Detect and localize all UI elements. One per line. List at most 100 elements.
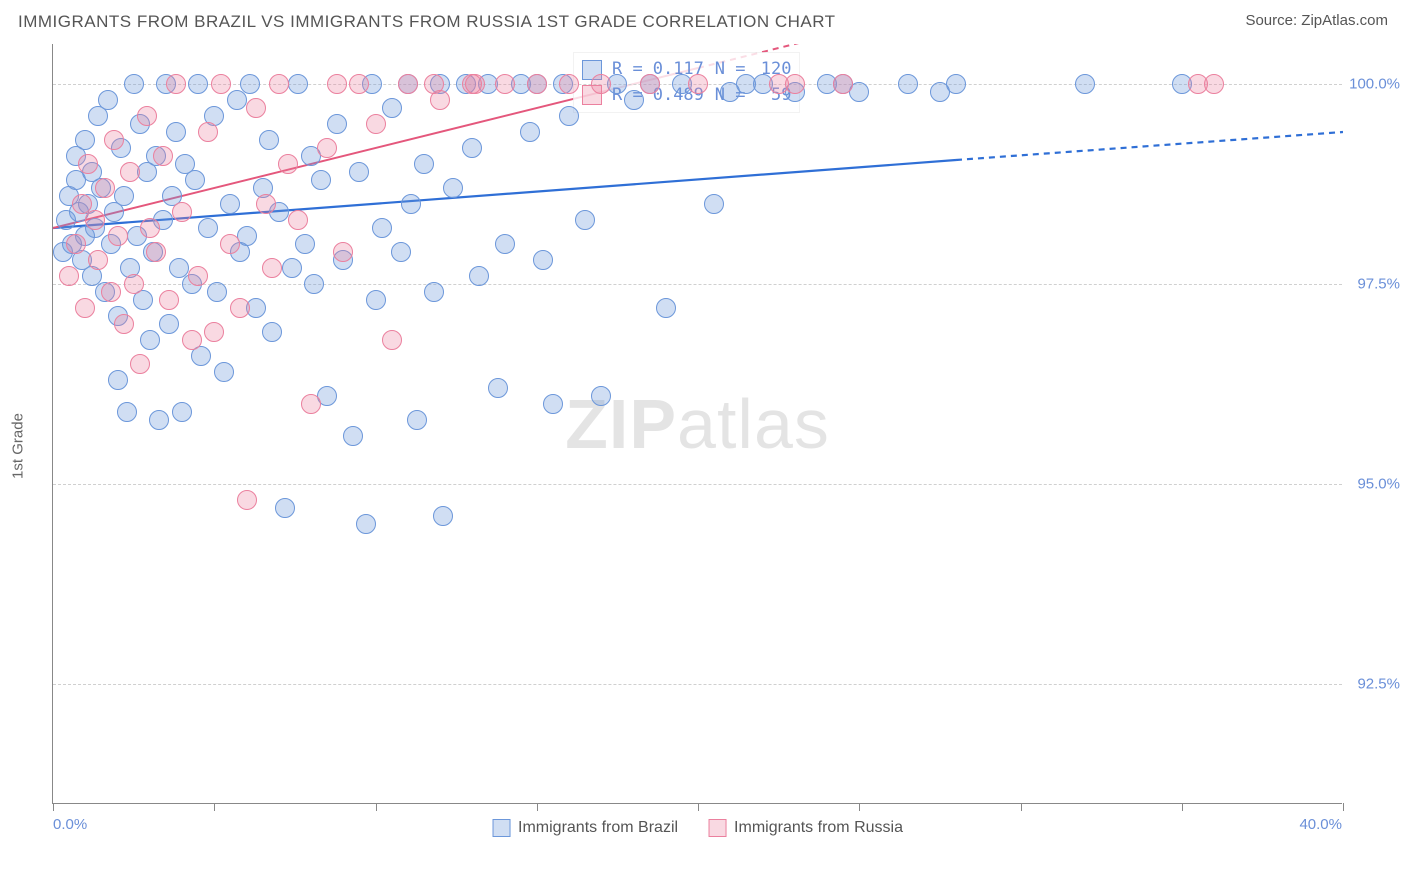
watermark-light: atlas	[677, 385, 830, 463]
data-point	[88, 250, 108, 270]
data-point	[688, 74, 708, 94]
data-point	[85, 210, 105, 230]
x-axis-max-label: 40.0%	[1299, 816, 1342, 833]
data-point	[366, 114, 386, 134]
data-point	[262, 258, 282, 278]
watermark-bold: ZIP	[565, 385, 677, 463]
data-point	[198, 122, 218, 142]
data-point	[240, 74, 260, 94]
chart-area: ZIPatlas R = 0.117N = 120R = 0.489N = 59…	[52, 44, 1342, 804]
y-tick-label: 97.5%	[1357, 276, 1400, 293]
data-point	[237, 490, 257, 510]
data-point	[304, 274, 324, 294]
y-axis-label: 1st Grade	[10, 413, 27, 479]
data-point	[311, 170, 331, 190]
data-point	[269, 74, 289, 94]
data-point	[124, 274, 144, 294]
gridline	[53, 684, 1342, 685]
data-point	[391, 242, 411, 262]
data-point	[414, 154, 434, 174]
data-point	[295, 234, 315, 254]
x-tick	[1182, 803, 1183, 811]
x-tick	[859, 803, 860, 811]
data-point	[114, 186, 134, 206]
data-point	[75, 298, 95, 318]
series-name: Immigrants from Russia	[734, 819, 903, 837]
x-tick	[376, 803, 377, 811]
data-point	[366, 290, 386, 310]
gridline	[53, 484, 1342, 485]
series-name: Immigrants from Brazil	[518, 819, 678, 837]
data-point	[204, 322, 224, 342]
x-tick	[1021, 803, 1022, 811]
plot-area: ZIPatlas R = 0.117N = 120R = 0.489N = 59…	[52, 44, 1342, 804]
data-point	[259, 130, 279, 150]
data-point	[172, 202, 192, 222]
y-tick-label: 95.0%	[1357, 476, 1400, 493]
data-point	[66, 234, 86, 254]
source-label: Source: ZipAtlas.com	[1245, 12, 1388, 29]
data-point	[1075, 74, 1095, 94]
data-point	[75, 130, 95, 150]
data-point	[230, 298, 250, 318]
data-point	[120, 162, 140, 182]
x-tick	[214, 803, 215, 811]
data-point	[333, 242, 353, 262]
data-point	[575, 210, 595, 230]
gridline	[53, 284, 1342, 285]
data-point	[424, 282, 444, 302]
data-point	[288, 74, 308, 94]
x-axis-min-label: 0.0%	[53, 816, 87, 833]
y-tick-label: 92.5%	[1357, 676, 1400, 693]
data-point	[256, 194, 276, 214]
trendlines-layer	[53, 44, 1343, 804]
data-point	[137, 106, 157, 126]
data-point	[301, 394, 321, 414]
series-legend-item: Immigrants from Brazil	[492, 819, 678, 837]
legend-swatch	[708, 819, 726, 837]
data-point	[278, 154, 298, 174]
data-point	[785, 74, 805, 94]
data-point	[401, 194, 421, 214]
data-point	[220, 194, 240, 214]
data-point	[533, 250, 553, 270]
data-point	[398, 74, 418, 94]
data-point	[372, 218, 392, 238]
data-point	[172, 402, 192, 422]
data-point	[1204, 74, 1224, 94]
data-point	[469, 266, 489, 286]
data-point	[349, 162, 369, 182]
x-tick	[1343, 803, 1344, 811]
data-point	[188, 266, 208, 286]
data-point	[211, 74, 231, 94]
data-point	[327, 74, 347, 94]
data-point	[185, 170, 205, 190]
series-legend: Immigrants from Brazil Immigrants from Ru…	[492, 819, 903, 837]
data-point	[130, 354, 150, 374]
data-point	[98, 90, 118, 110]
data-point	[207, 282, 227, 302]
data-point	[188, 74, 208, 94]
data-point	[640, 74, 660, 94]
chart-title: IMMIGRANTS FROM BRAZIL VS IMMIGRANTS FRO…	[18, 12, 836, 32]
data-point	[140, 330, 160, 350]
data-point	[182, 330, 202, 350]
data-point	[430, 90, 450, 110]
data-point	[946, 74, 966, 94]
data-point	[288, 210, 308, 230]
data-point	[227, 90, 247, 110]
x-tick	[53, 803, 54, 811]
data-point	[275, 498, 295, 518]
data-point	[104, 130, 124, 150]
data-point	[704, 194, 724, 214]
data-point	[140, 218, 160, 238]
data-point	[462, 138, 482, 158]
data-point	[898, 74, 918, 94]
data-point	[149, 410, 169, 430]
data-point	[833, 74, 853, 94]
data-point	[117, 402, 137, 422]
data-point	[124, 74, 144, 94]
data-point	[559, 74, 579, 94]
data-point	[356, 514, 376, 534]
y-tick-label: 100.0%	[1349, 76, 1400, 93]
